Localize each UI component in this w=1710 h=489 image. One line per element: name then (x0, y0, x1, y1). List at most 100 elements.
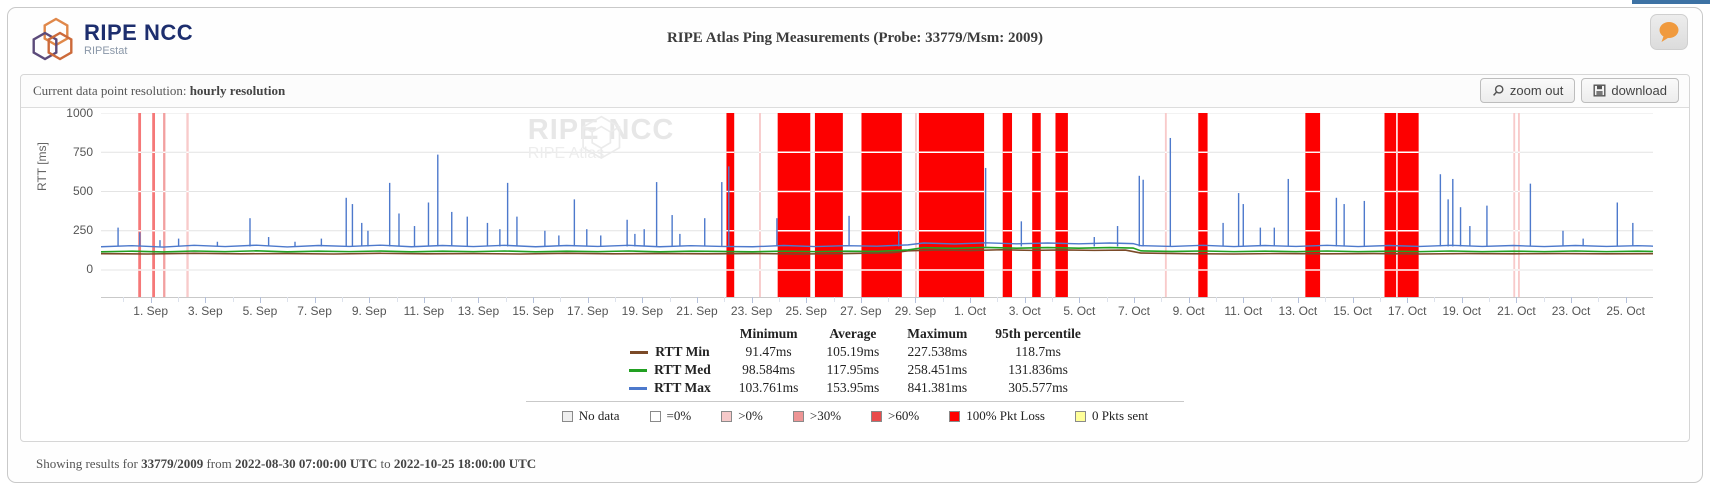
x-tick-minor (1598, 297, 1600, 302)
x-tick-minor (997, 297, 999, 302)
x-tick-minor (724, 297, 726, 302)
ripe-ncc-logo-icon (32, 17, 73, 61)
x-tick-minor (451, 297, 453, 302)
x-tick-minor (505, 297, 507, 302)
x-axis: 1. Sep 3. Sep 5. Sep 7. Sep 9. Sep 11. Sep 13.… (101, 297, 1653, 323)
y-tick-label: 750 (72, 145, 93, 159)
x-tick-label: 5. Sep (242, 304, 278, 318)
x-tick-label: 25. Sep (785, 304, 827, 318)
x-tick-label: 5. Oct (1063, 304, 1096, 318)
x-tick-minor (1489, 297, 1491, 302)
packet-loss-legend: No data =0% >0% >30% >60% 100% Pkt Loss … (525, 401, 1185, 424)
loss-swatch (949, 410, 961, 422)
x-tick-label: 11. Oct (1224, 304, 1263, 318)
x-tick-minor (123, 297, 125, 302)
x-tick-minor (396, 297, 398, 302)
x-tick (915, 297, 917, 303)
chart-panel: Current data point resolution: hourly re… (20, 74, 1690, 442)
loss-swatch (721, 410, 733, 422)
ripestat-widget-card: RIPE NCC RIPEstat RIPE Atlas Ping Measur… (7, 7, 1703, 483)
zoom-out-button[interactable]: zoom out (1479, 78, 1576, 103)
ripe-ncc-logo: RIPE NCC RIPEstat (30, 16, 193, 62)
x-tick (1243, 297, 1245, 303)
x-tick (533, 297, 535, 303)
x-tick (369, 297, 371, 303)
x-tick-minor (1270, 297, 1272, 302)
save-icon (1593, 84, 1606, 97)
y-tick-label: 0 (86, 262, 93, 276)
loss-swatch (871, 410, 883, 422)
x-tick-minor (1052, 297, 1054, 302)
results-footer: Showing results for 33779/2009 from 2022… (36, 456, 537, 471)
x-tick-minor (232, 297, 234, 302)
x-tick-minor (1434, 297, 1436, 302)
x-tick-label: 21. Sep (676, 304, 718, 318)
x-tick-minor (1161, 297, 1163, 302)
x-tick (1625, 297, 1627, 303)
loss-swatch (792, 410, 804, 422)
x-tick (1079, 297, 1081, 303)
x-tick-label: 23. Oct (1551, 304, 1591, 318)
x-tick-minor (560, 297, 562, 302)
legend-item: 0 Pkts sent (1074, 408, 1148, 424)
x-tick (314, 297, 316, 303)
x-tick-label: 21. Oct (1497, 304, 1536, 318)
x-tick-label: 17. Oct (1387, 304, 1427, 318)
col-header: Maximum (907, 326, 968, 341)
x-tick (1134, 297, 1135, 303)
x-tick-minor (778, 297, 780, 302)
x-tick-label: 3. Oct (1008, 304, 1041, 318)
x-tick-minor (942, 297, 944, 302)
x-tick-label: 13. Oct (1278, 304, 1318, 318)
x-tick-minor (1106, 297, 1108, 302)
x-tick (642, 297, 644, 303)
x-tick-label: 11. Sep (403, 304, 445, 318)
x-tick-label: 9. Oct (1172, 304, 1205, 318)
x-tick (860, 297, 862, 303)
x-tick (478, 297, 480, 303)
x-tick-minor (833, 297, 835, 302)
x-tick (1571, 297, 1573, 303)
x-tick-label: 1. Sep (133, 304, 169, 318)
col-header: 95th percentile (995, 326, 1081, 341)
series-swatch (629, 369, 648, 373)
legend-item: =0% (649, 408, 691, 424)
download-button[interactable]: download (1581, 78, 1679, 103)
chart-region: RTT [ms] 1000 750 500 250 0 (21, 106, 1689, 323)
x-tick-minor (615, 297, 617, 302)
legend-item: No data (561, 408, 620, 424)
plot-area[interactable]: RIPE NCC RIPE Atlas (101, 113, 1653, 298)
x-tick-minor (1379, 297, 1381, 302)
x-tick (1297, 297, 1299, 303)
x-tick (205, 297, 207, 303)
feedback-button[interactable] (1650, 14, 1688, 50)
x-tick (259, 297, 261, 303)
x-tick-label: 23. Sep (730, 304, 773, 318)
y-tick-label: 250 (72, 223, 93, 237)
widget-header: RIPE NCC RIPEstat RIPE Atlas Ping Measur… (8, 8, 1702, 72)
x-tick (1516, 297, 1518, 303)
x-tick-label: 19. Sep (621, 304, 664, 318)
x-tick-label: 19. Oct (1442, 304, 1482, 318)
col-header: Minimum (739, 326, 798, 341)
table-row: RTT Max 103.761ms 153.95ms 841.381ms 305… (615, 379, 1095, 397)
x-tick (1188, 297, 1190, 303)
x-tick-label: 25. Oct (1606, 304, 1646, 318)
legend-item: >0% (721, 408, 763, 424)
x-tick (806, 297, 808, 303)
x-tick-label: 7. Oct (1117, 304, 1151, 318)
x-tick (1024, 297, 1026, 303)
x-tick-label: 7. Sep (297, 304, 332, 318)
loss-swatch (649, 410, 661, 422)
x-tick (587, 297, 589, 303)
x-tick (1461, 297, 1463, 303)
x-tick-minor (287, 297, 289, 302)
x-tick-label: 9. Sep (351, 304, 387, 318)
start-time: 2022-08-30 07:00:00 UTC (235, 456, 378, 471)
table-row: RTT Med 98.584ms 117.95ms 258.451ms 131.… (615, 361, 1095, 379)
probe-msm-id: 33779/2009 (141, 456, 204, 471)
chart-toolbar: Current data point resolution: hourly re… (21, 75, 1689, 108)
x-tick-label: 3. Sep (187, 304, 223, 318)
stats-table: Minimum Average Maximum 95th percentile … (615, 325, 1095, 397)
x-tick (150, 297, 152, 303)
